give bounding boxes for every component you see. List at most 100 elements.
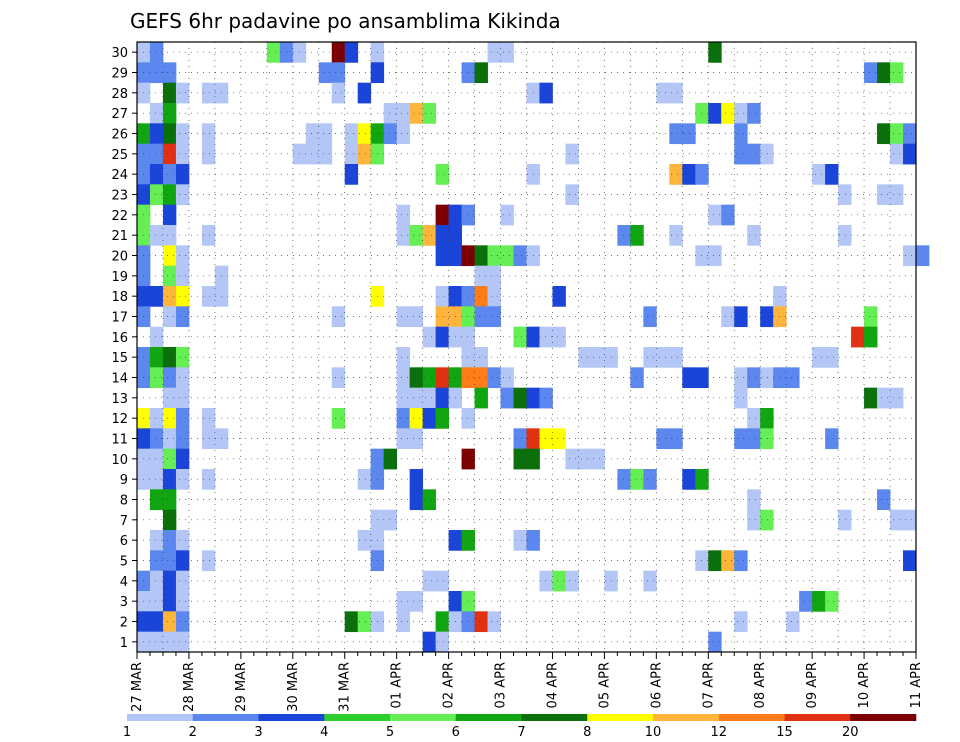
heatmap-cell bbox=[331, 306, 346, 328]
heatmap-cell bbox=[474, 367, 488, 389]
heatmap-cell bbox=[825, 164, 839, 185]
heatmap-cell bbox=[149, 286, 164, 307]
heatmap-cell bbox=[474, 347, 488, 368]
heatmap-cells bbox=[137, 42, 930, 653]
heatmap-cell bbox=[500, 367, 514, 389]
heatmap-cell bbox=[396, 428, 411, 450]
colorbar-swatch bbox=[192, 714, 259, 721]
heatmap-cell bbox=[149, 143, 164, 165]
heatmap-cell bbox=[175, 550, 190, 572]
heatmap-cell bbox=[344, 611, 359, 633]
heatmap-cell bbox=[344, 143, 359, 165]
heatmap-cell bbox=[201, 428, 216, 450]
y-tick-label: 14 bbox=[111, 372, 128, 387]
heatmap-cell bbox=[175, 591, 190, 612]
heatmap-cell bbox=[461, 306, 475, 328]
y-tick-label: 6 bbox=[120, 534, 128, 549]
heatmap-cell bbox=[461, 591, 475, 612]
heatmap-cell bbox=[669, 225, 683, 246]
heatmap-cell bbox=[838, 184, 852, 206]
y-tick-label: 10 bbox=[111, 453, 128, 468]
heatmap-cell bbox=[916, 245, 930, 267]
x-tick-label: 02 APR bbox=[442, 662, 457, 708]
heatmap-cell bbox=[396, 306, 411, 328]
heatmap-cell bbox=[617, 469, 631, 490]
heatmap-cell bbox=[422, 570, 437, 592]
heatmap-cell bbox=[318, 62, 333, 84]
heatmap-cell bbox=[825, 347, 839, 368]
heatmap-cell bbox=[513, 530, 527, 551]
heatmap-cell bbox=[422, 631, 437, 653]
heatmap-cell bbox=[682, 469, 696, 490]
heatmap-cell bbox=[396, 103, 411, 124]
heatmap-cell bbox=[500, 204, 514, 226]
heatmap-cell bbox=[682, 164, 696, 185]
heatmap-cell bbox=[422, 326, 437, 348]
heatmap-cell bbox=[435, 387, 449, 409]
colorbar-label: 3 bbox=[254, 725, 262, 740]
heatmap-cell bbox=[877, 387, 891, 409]
heatmap-cell bbox=[409, 387, 424, 409]
heatmap-cell bbox=[201, 550, 216, 572]
y-tick-label: 25 bbox=[111, 148, 128, 163]
colorbar-swatch bbox=[653, 714, 720, 721]
chart-title: GEFS 6hr padavine po ansamblima Kikinda bbox=[130, 9, 561, 33]
heatmap-cell bbox=[331, 367, 346, 389]
colorbar-label: 5 bbox=[386, 725, 394, 740]
heatmap-cell bbox=[344, 164, 359, 185]
heatmap-cell bbox=[162, 347, 177, 368]
heatmap-cell bbox=[565, 143, 579, 165]
y-tick-label: 9 bbox=[120, 473, 128, 488]
heatmap-cell bbox=[786, 611, 800, 633]
x-tick-label: 28 MAR bbox=[182, 662, 197, 712]
heatmap-cell bbox=[149, 530, 164, 551]
colorbar-swatch bbox=[521, 714, 588, 721]
heatmap-cell bbox=[162, 184, 177, 206]
heatmap-cell bbox=[305, 123, 320, 145]
heatmap-cell bbox=[175, 347, 190, 368]
heatmap-cell bbox=[435, 164, 449, 185]
heatmap-cell bbox=[149, 591, 164, 612]
heatmap-cell bbox=[175, 611, 190, 633]
heatmap-cell bbox=[331, 82, 346, 104]
heatmap-cell bbox=[500, 387, 514, 409]
heatmap-cell bbox=[149, 550, 164, 572]
x-tick-label: 27 MAR bbox=[130, 662, 145, 712]
x-tick-label: 08 APR bbox=[753, 662, 768, 708]
heatmap-cell bbox=[864, 306, 878, 328]
heatmap-cell bbox=[149, 367, 164, 389]
heatmap-cell bbox=[500, 245, 514, 267]
x-tick-label: 01 APR bbox=[390, 662, 405, 708]
heatmap-cell bbox=[539, 570, 553, 592]
heatmap-cell bbox=[656, 347, 670, 368]
y-tick-label: 23 bbox=[111, 189, 128, 204]
heatmap-cell bbox=[539, 387, 553, 409]
heatmap-cell bbox=[357, 469, 372, 490]
heatmap-cell bbox=[474, 611, 488, 633]
heatmap-cell bbox=[591, 347, 605, 368]
heatmap-cell bbox=[760, 306, 774, 328]
colorbar-label: 2 bbox=[189, 725, 197, 740]
heatmap-cell bbox=[201, 408, 216, 429]
heatmap-cell bbox=[461, 530, 475, 551]
heatmap-cell bbox=[162, 530, 177, 551]
heatmap-cell bbox=[682, 367, 696, 389]
heatmap-cell bbox=[552, 570, 566, 592]
heatmap-cell bbox=[760, 509, 774, 531]
heatmap-cell bbox=[162, 408, 177, 429]
heatmap-cell bbox=[149, 164, 164, 185]
heatmap-cell bbox=[461, 62, 475, 84]
y-tick-label: 27 bbox=[111, 107, 128, 122]
heatmap-cell bbox=[383, 448, 398, 470]
heatmap-cell bbox=[708, 103, 722, 124]
heatmap-cell bbox=[487, 42, 501, 63]
heatmap-cell bbox=[565, 448, 579, 470]
heatmap-cell bbox=[760, 367, 774, 389]
heatmap-cell bbox=[487, 306, 501, 328]
colorbar-label: 15 bbox=[776, 725, 793, 740]
heatmap-cell bbox=[357, 530, 372, 551]
heatmap-cell bbox=[435, 286, 449, 307]
heatmap-cell bbox=[682, 123, 696, 145]
heatmap-cell bbox=[175, 570, 190, 592]
y-axis: 1234567891011121314151617181920212223242… bbox=[111, 46, 137, 651]
